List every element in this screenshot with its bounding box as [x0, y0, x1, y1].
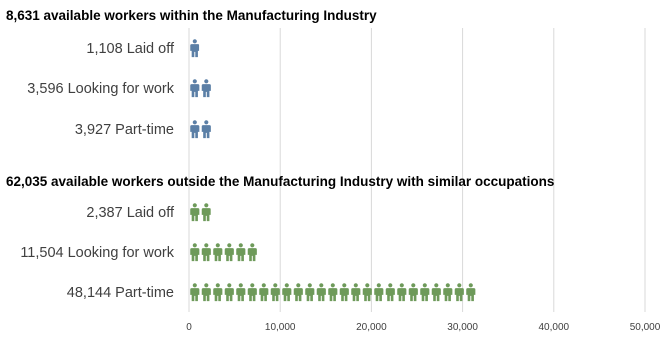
worker-icon	[224, 243, 234, 262]
worker-icon	[201, 203, 211, 222]
worker-icon	[431, 283, 441, 302]
category-label: 3,596 Looking for work	[27, 81, 174, 97]
x-tick-label: 50,000	[630, 322, 661, 333]
worker-icon	[236, 243, 246, 262]
labels: 0 10,000 20,000 30,000 40,000 50,000 8,631 ava…	[6, 8, 661, 333]
worker-icon	[316, 283, 326, 302]
worker-icon	[397, 283, 407, 302]
worker-icon	[339, 283, 349, 302]
x-tick-label: 0	[186, 322, 192, 333]
bar	[190, 243, 257, 262]
category-label: 3,927 Part-time	[75, 122, 174, 138]
section-title: 8,631 available workers within the Manuf…	[6, 8, 377, 23]
x-tick-label: 20,000	[356, 322, 387, 333]
worker-icon	[213, 243, 223, 262]
worker-icon	[328, 283, 338, 302]
worker-icon	[385, 283, 395, 302]
bar	[190, 39, 200, 58]
worker-icon	[190, 79, 200, 98]
worker-icon	[190, 120, 200, 139]
category-label: 1,108 Laid off	[86, 41, 175, 57]
worker-icon	[201, 243, 211, 262]
worker-icon	[270, 283, 280, 302]
worker-icon	[213, 283, 223, 302]
category-label: 11,504 Looking for work	[20, 245, 174, 261]
bar	[190, 283, 476, 302]
section-title: 62,035 available workers outside the Man…	[6, 174, 554, 189]
worker-icon	[374, 283, 384, 302]
worker-icon	[351, 283, 361, 302]
bar	[190, 203, 211, 222]
x-tick-label: 10,000	[265, 322, 296, 333]
bar	[190, 79, 211, 98]
category-label: 2,387 Laid off	[86, 205, 175, 221]
worker-icon	[190, 243, 200, 262]
gridlines	[188, 28, 646, 312]
worker-icon	[190, 39, 200, 58]
worker-icon	[305, 283, 315, 302]
worker-icon	[362, 283, 372, 302]
worker-icon	[247, 243, 257, 262]
worker-icon	[408, 283, 418, 302]
worker-icon	[201, 283, 211, 302]
worker-icon	[201, 79, 211, 98]
category-label: 48,144 Part-time	[67, 285, 174, 301]
worker-icon	[236, 283, 246, 302]
worker-icon	[247, 283, 257, 302]
plot-area	[190, 39, 476, 302]
worker-icon	[443, 283, 453, 302]
x-tick-label: 40,000	[539, 322, 570, 333]
worker-icon	[259, 283, 269, 302]
worker-icon	[201, 120, 211, 139]
worker-icon	[190, 203, 200, 222]
worker-icon	[420, 283, 430, 302]
worker-icon	[224, 283, 234, 302]
worker-icon	[190, 283, 200, 302]
worker-icon	[293, 283, 303, 302]
x-tick-label: 30,000	[447, 322, 478, 333]
bar	[190, 120, 211, 139]
worker-icon	[282, 283, 292, 302]
worker-icon	[466, 283, 476, 302]
